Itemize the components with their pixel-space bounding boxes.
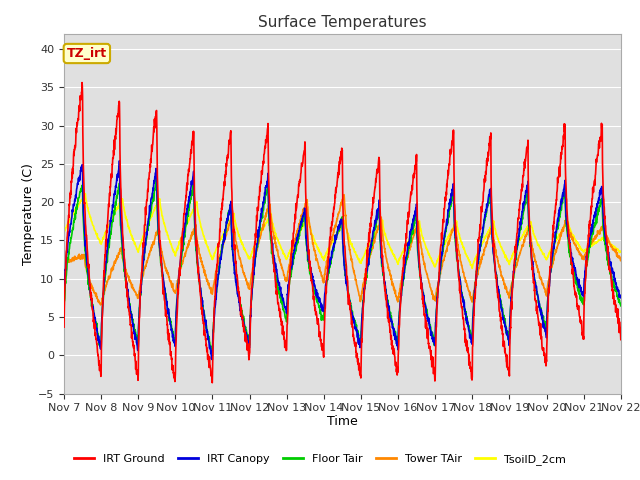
IRT Canopy — [359, 306, 367, 312]
IRT Canopy — [584, 249, 591, 254]
Floor Tair — [359, 304, 367, 310]
IRT Ground — [209, 380, 216, 385]
TsoilD_2cm — [584, 245, 591, 251]
Tower TAir — [617, 258, 625, 264]
IRT Canopy — [371, 221, 379, 227]
IRT Canopy — [116, 158, 124, 164]
IRT Canopy — [617, 293, 625, 299]
TsoilD_2cm — [359, 255, 367, 261]
Floor Tair — [617, 303, 625, 309]
Tower TAir — [60, 260, 68, 265]
Legend: IRT Ground, IRT Canopy, Floor Tair, Tower TAir, TsoilD_2cm: IRT Ground, IRT Canopy, Floor Tair, Towe… — [70, 450, 570, 469]
Tower TAir — [371, 234, 379, 240]
Line: Tower TAir: Tower TAir — [64, 195, 621, 305]
Floor Tair — [60, 315, 68, 321]
IRT Ground — [371, 184, 379, 190]
Floor Tair — [209, 353, 216, 359]
IRT Canopy — [216, 260, 223, 266]
IRT Ground — [60, 324, 68, 330]
Floor Tair — [371, 225, 379, 231]
IRT Canopy — [505, 336, 513, 342]
Tower TAir — [340, 192, 348, 198]
Floor Tair — [568, 262, 576, 267]
Title: Surface Temperatures: Surface Temperatures — [258, 15, 427, 30]
TsoilD_2cm — [468, 265, 476, 271]
TsoilD_2cm — [371, 232, 379, 238]
Floor Tair — [152, 174, 160, 180]
Tower TAir — [97, 302, 105, 308]
Tower TAir — [216, 254, 223, 260]
TsoilD_2cm — [216, 239, 223, 244]
IRT Canopy — [60, 297, 68, 303]
TsoilD_2cm — [568, 231, 576, 237]
TsoilD_2cm — [60, 230, 68, 236]
Floor Tair — [584, 257, 591, 263]
IRT Ground — [78, 80, 86, 85]
Line: IRT Canopy: IRT Canopy — [64, 161, 621, 360]
Floor Tair — [505, 335, 513, 340]
IRT Ground — [584, 244, 591, 250]
Y-axis label: Temperature (C): Temperature (C) — [22, 163, 35, 264]
Floor Tair — [216, 260, 223, 265]
Tower TAir — [359, 282, 367, 288]
Line: TsoilD_2cm: TsoilD_2cm — [64, 193, 621, 268]
IRT Ground — [568, 260, 576, 266]
IRT Ground — [216, 227, 223, 232]
Tower TAir — [505, 292, 513, 298]
IRT Canopy — [209, 357, 216, 362]
Text: TZ_irt: TZ_irt — [67, 47, 107, 60]
TsoilD_2cm — [505, 260, 513, 265]
IRT Canopy — [568, 259, 576, 264]
Line: IRT Ground: IRT Ground — [64, 83, 621, 383]
Tower TAir — [568, 235, 576, 240]
X-axis label: Time: Time — [327, 415, 358, 428]
IRT Ground — [505, 365, 513, 371]
TsoilD_2cm — [617, 249, 625, 255]
IRT Ground — [359, 316, 367, 322]
IRT Ground — [617, 337, 625, 343]
Tower TAir — [584, 248, 591, 253]
TsoilD_2cm — [81, 191, 89, 196]
Line: Floor Tair: Floor Tair — [64, 177, 621, 356]
